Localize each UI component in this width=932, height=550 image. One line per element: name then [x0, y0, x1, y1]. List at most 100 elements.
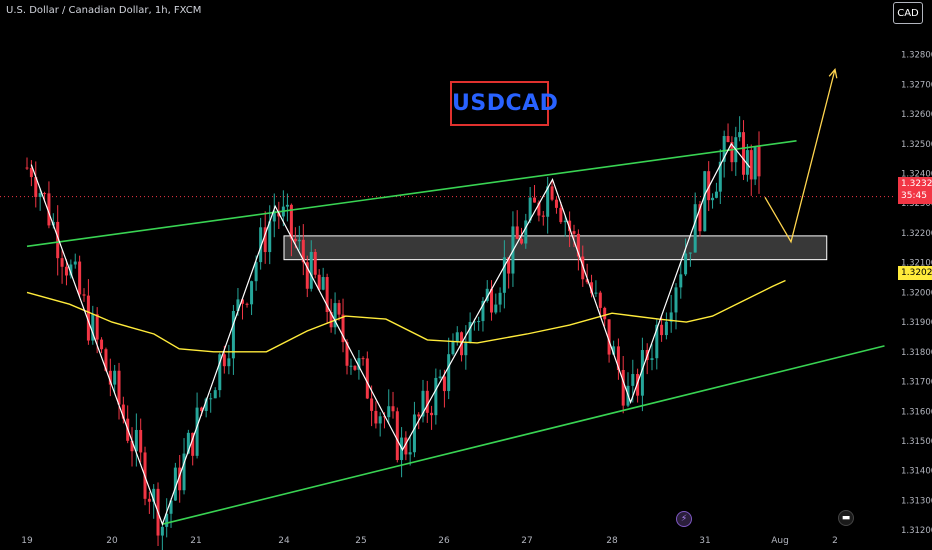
y-tick-label: 1.31500 [901, 437, 932, 447]
projection-line [764, 69, 836, 244]
x-tick-label: 27 [521, 536, 532, 546]
y-tick-label: 1.32600 [901, 110, 932, 120]
candle-body [34, 177, 38, 197]
y-tick-label: 1.32300 [901, 199, 932, 209]
candle-body [451, 341, 455, 355]
candle-body [711, 197, 715, 201]
candle-body [650, 358, 654, 361]
lightning-icon[interactable]: ⚡ [676, 511, 692, 527]
last-price-tag: 1.32322 35:45 [898, 177, 932, 204]
candle-body [91, 314, 95, 341]
candle-body [528, 197, 532, 221]
currency-button[interactable]: CAD [893, 2, 923, 24]
candle-body [182, 453, 186, 491]
candle-body [227, 358, 231, 367]
candle-body [757, 146, 761, 177]
candle-body [333, 303, 337, 328]
candle-body [272, 210, 276, 222]
candle-body [688, 252, 692, 254]
candle-body [749, 150, 753, 180]
candle-body [38, 193, 42, 197]
candle-body [317, 274, 321, 290]
candle-body [134, 429, 138, 452]
x-tick-label: 21 [190, 536, 201, 546]
candle-body [455, 332, 459, 342]
candle-body [178, 467, 182, 491]
candle-body [590, 282, 594, 294]
x-tick-label: 2 [832, 536, 838, 546]
supply-zone [283, 235, 828, 261]
candle-body [631, 374, 635, 386]
candle-body [64, 266, 68, 276]
candle-body [130, 440, 134, 452]
x-tick-label: 24 [278, 536, 290, 546]
candle-body [533, 197, 537, 203]
candle-body [490, 288, 494, 313]
y-tick-label: 1.31600 [901, 407, 932, 417]
candle-body [391, 406, 395, 412]
candle-body [374, 410, 378, 424]
candle-body [472, 321, 476, 323]
candle-body [481, 300, 485, 322]
candle-body [718, 161, 722, 192]
candle-body [195, 407, 199, 456]
candle-body [537, 202, 541, 216]
candle-body [434, 377, 438, 416]
channel-lower-line [162, 345, 885, 525]
candle-body [485, 288, 489, 301]
candle-body [412, 414, 416, 453]
candle-body [515, 226, 519, 239]
candle-body [29, 167, 33, 178]
candle-body [679, 274, 683, 288]
candle-body [117, 370, 121, 405]
candle-body [245, 303, 249, 305]
candle-body [519, 238, 523, 244]
candle-body [594, 292, 598, 294]
candle-body [285, 204, 289, 207]
candle-body [640, 350, 644, 396]
candle-body [669, 312, 673, 322]
candle-body [395, 411, 399, 461]
candle-body [742, 132, 746, 175]
y-tick-label: 1.31800 [901, 348, 932, 358]
zigzag-line [30, 142, 751, 526]
candle-body [730, 142, 734, 163]
candle-body [714, 191, 718, 198]
candle-body [477, 321, 481, 323]
candle-body [236, 299, 240, 311]
x-tick-label: 31 [699, 536, 710, 546]
candle-body [370, 398, 374, 411]
candle-body [297, 239, 301, 242]
us-flag-icon[interactable]: ▬ [838, 510, 854, 526]
channel-upper-line [26, 140, 797, 248]
projection-arrowhead [828, 67, 838, 79]
candle-body [113, 370, 117, 385]
candle-body [430, 412, 434, 416]
candle-body [165, 513, 169, 527]
candle-body [438, 376, 442, 378]
candle-body [524, 220, 528, 244]
candle-body [753, 146, 757, 180]
last-price-value: 1.32322 [901, 179, 932, 189]
candle-body [313, 251, 317, 275]
candle-body [621, 370, 625, 406]
ma-price-tag: 1.32023 [898, 266, 932, 280]
candle-body [204, 398, 208, 411]
candle-body [612, 346, 616, 355]
candle-body [382, 416, 386, 418]
candle-body [200, 407, 204, 411]
candle-body [169, 500, 173, 514]
candle-body [365, 358, 369, 399]
candle-body [660, 324, 664, 336]
candle-body [345, 342, 349, 366]
candle-body [498, 292, 502, 305]
candle-body [250, 281, 254, 305]
candle-body [173, 467, 177, 501]
candle-body [581, 256, 585, 280]
candle-body [698, 204, 702, 232]
candle-body [404, 437, 408, 455]
candle-body [222, 354, 226, 367]
bar-countdown: 35:45 [901, 191, 927, 201]
candle-body [25, 167, 29, 169]
candle-body [43, 193, 47, 195]
